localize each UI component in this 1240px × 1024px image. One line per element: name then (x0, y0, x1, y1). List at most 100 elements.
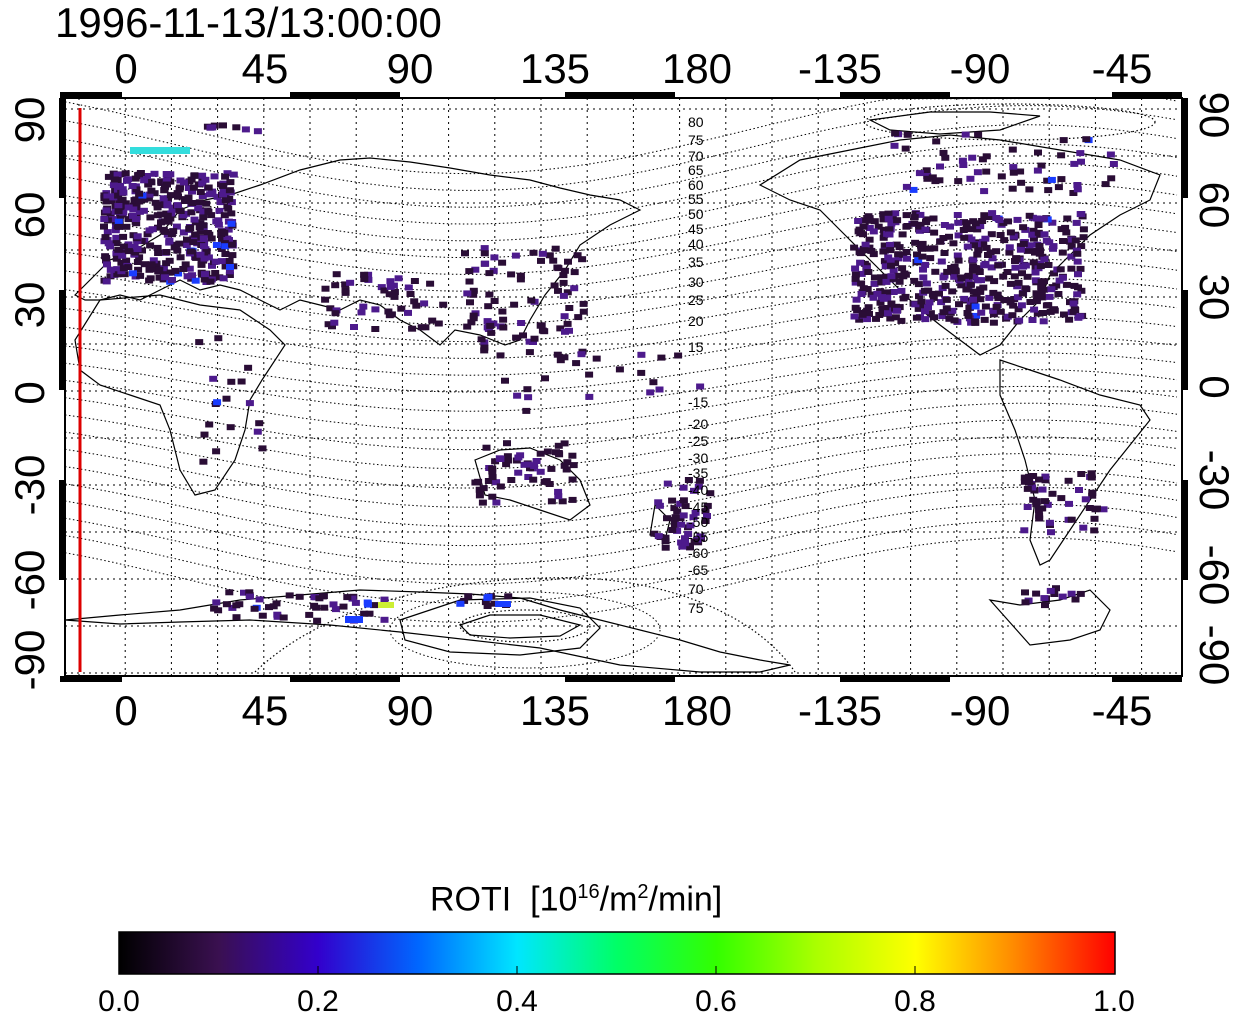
roti-cell (513, 392, 522, 399)
roti-data-cells (100, 122, 1118, 624)
roti-cell (371, 326, 380, 332)
roti-cell (194, 234, 203, 241)
roti-cell (577, 351, 586, 358)
roti-cell (130, 197, 139, 204)
roti-cell (970, 273, 979, 280)
roti-cell (188, 272, 196, 279)
roti-cell (972, 312, 981, 319)
right-tick: 0 (1191, 375, 1238, 399)
roti-cell (359, 303, 368, 310)
roti-cell (993, 291, 1002, 298)
roti-cell (133, 233, 142, 240)
roti-cell (574, 314, 583, 321)
roti-cell (214, 217, 223, 224)
roti-cell (273, 613, 282, 620)
roti-cell (174, 193, 182, 200)
roti-cell (439, 301, 448, 308)
roti-cell (963, 243, 972, 250)
roti-cell (220, 229, 229, 236)
roti-cell (104, 240, 113, 247)
roti-cell (112, 250, 121, 257)
roti-cell (1048, 490, 1057, 497)
colorbar-label: ROTI (430, 880, 512, 919)
roti-cell (182, 210, 190, 217)
roti-cell (100, 223, 108, 230)
roti-cell (556, 357, 565, 364)
roti-cell (554, 493, 563, 500)
roti-cell (878, 305, 887, 312)
roti-cell (915, 293, 923, 300)
roti-cell (1073, 182, 1082, 188)
roti-cell (706, 490, 715, 497)
roti-cell (434, 320, 443, 327)
roti-cell (886, 257, 895, 264)
roti-cell (221, 197, 230, 204)
roti-cell (371, 306, 380, 313)
roti-cell (1010, 273, 1019, 280)
contour-label: -55 (688, 529, 709, 545)
roti-cell (332, 271, 341, 278)
roti-cell (232, 124, 241, 131)
roti-cell (948, 288, 957, 295)
roti-cell (130, 147, 190, 154)
roti-cell (469, 287, 478, 294)
roti-cell (190, 216, 199, 223)
roti-cell (1023, 273, 1032, 280)
roti-cell (899, 273, 908, 280)
roti-cell (661, 534, 670, 541)
roti-cell (981, 303, 990, 310)
roti-cell (1041, 498, 1049, 505)
roti-cell (318, 593, 327, 600)
roti-cell (145, 191, 154, 198)
roti-cell (893, 307, 901, 314)
roti-cell (225, 268, 234, 275)
contour-line (64, 436, 1178, 508)
roti-cell (384, 308, 393, 315)
roti-cell (922, 219, 930, 226)
colorbar-unit-exp1: 16 (577, 881, 600, 903)
roti-cell (378, 602, 394, 608)
roti-cell (1062, 281, 1071, 288)
contour-label: 25 (688, 292, 704, 308)
roti-cell (1058, 593, 1067, 600)
roti-cell (913, 251, 921, 258)
roti-cell (222, 601, 231, 608)
roti-cell (1032, 590, 1041, 597)
roti-cell (851, 271, 860, 278)
roti-cell (869, 228, 878, 235)
roti-cell (201, 176, 210, 183)
roti-cell (679, 512, 688, 519)
right-tick: -90 (1191, 624, 1238, 686)
roti-cell (1043, 501, 1052, 508)
roti-cell (686, 522, 695, 529)
roti-cell (870, 274, 879, 281)
roti-cell (198, 193, 207, 199)
roti-cell (970, 242, 978, 249)
contour-line (64, 402, 1178, 470)
roti-cell (232, 602, 241, 609)
roti-cell (543, 448, 552, 455)
roti-cell (989, 319, 998, 326)
roti-cell (485, 270, 494, 277)
roti-cell (966, 175, 975, 182)
contour-label: -40 (688, 482, 709, 498)
roti-cell (553, 351, 562, 358)
roti-cell (321, 285, 330, 292)
roti-cell (1028, 231, 1037, 238)
roti-cell (106, 210, 115, 217)
roti-cell (279, 614, 288, 621)
roti-cell (157, 219, 165, 226)
roti-cell (490, 600, 499, 607)
roti-cell (386, 278, 395, 285)
roti-cell (969, 256, 978, 263)
roti-cell (978, 218, 987, 224)
roti-cell (501, 377, 509, 384)
roti-cell (173, 247, 182, 254)
roti-cell (167, 231, 176, 238)
bottom-tick: -45 (1091, 687, 1153, 734)
roti-cell (579, 308, 588, 315)
roti-cell (181, 261, 190, 268)
roti-cell (417, 324, 426, 331)
roti-cell (222, 395, 231, 402)
roti-cell (873, 290, 882, 297)
